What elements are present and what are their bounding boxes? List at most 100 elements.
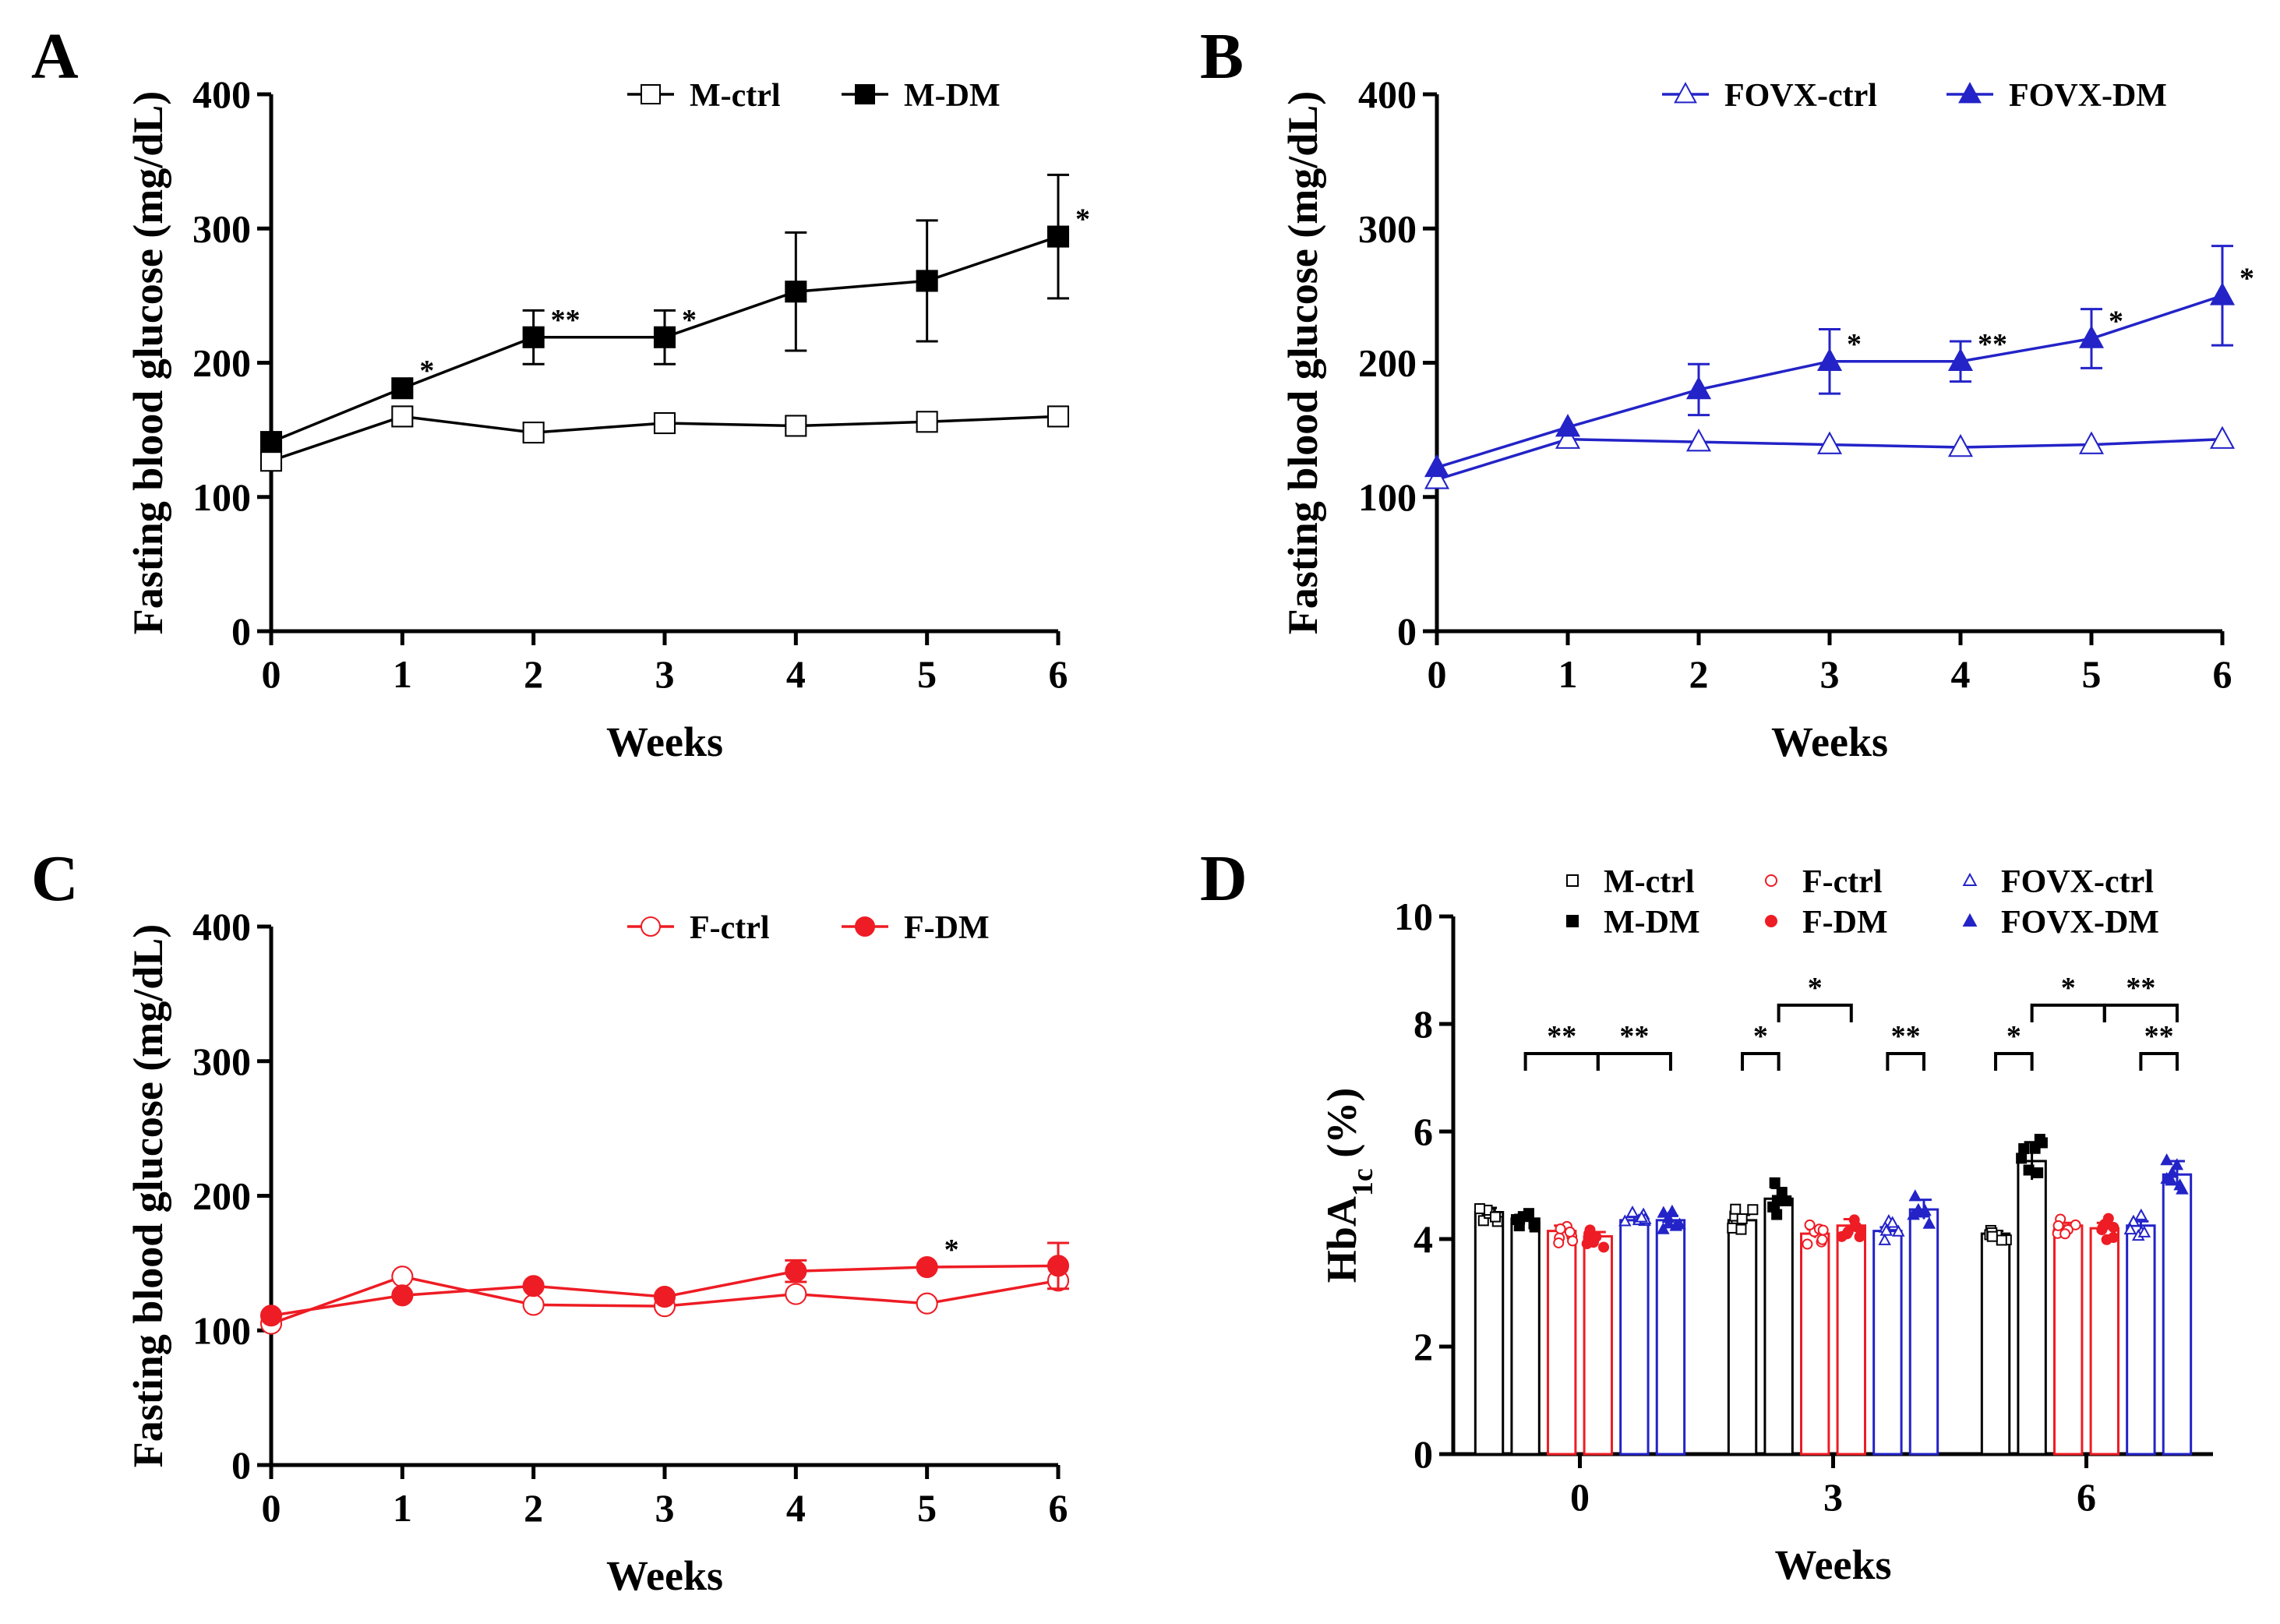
legend-marker [1566, 874, 1579, 887]
data-point [785, 1283, 807, 1305]
legend-label: FOVX-ctrl [2001, 864, 2154, 900]
significance-marker: * [2006, 1020, 2021, 1053]
legend-marker [1958, 82, 1982, 104]
scatter-point [1986, 1230, 1998, 1242]
y-tick-label: 200 [192, 1174, 251, 1218]
data-point [391, 377, 414, 400]
bar [1510, 1217, 1541, 1456]
bar [1763, 1197, 1794, 1456]
panel-letter-a: A [31, 20, 79, 93]
chart-panel-b: 0 100 200 300 400 0 1 2 3 4 5 6 Weeks Fasting blood g… [1279, 72, 2254, 765]
data-point [2078, 325, 2105, 348]
scatter-point [1769, 1177, 1781, 1188]
y-tick-label: 0 [231, 1443, 251, 1487]
scatter-point [1891, 1224, 1905, 1237]
data-point [2209, 282, 2236, 305]
legend-marker [855, 84, 875, 104]
scatter-point [2134, 1208, 2148, 1220]
scatter-point [2016, 1153, 2028, 1164]
significance-marker: * [1753, 1020, 1768, 1053]
data-point [1555, 425, 1581, 449]
significance-bracket: ** [2139, 1020, 2179, 1071]
bar [1908, 1208, 1939, 1456]
bar [1547, 1230, 1577, 1456]
x-tick-label: 4 [1951, 652, 1971, 696]
legend-item: M-ctrl [627, 78, 781, 114]
data-point [522, 422, 545, 444]
x-tick-label: 1 [1558, 652, 1578, 696]
data-point [1555, 414, 1581, 437]
x-tick-label: 2 [1689, 652, 1709, 696]
significance-marker: ** [1619, 1020, 1649, 1053]
bracket-line [2139, 1051, 2179, 1071]
y-tick-label: 100 [192, 1308, 251, 1352]
bracket-line [2102, 1003, 2179, 1022]
x-tick-label: 6 [1049, 1486, 1068, 1530]
scatter-point [2070, 1219, 2081, 1230]
data-point [391, 1266, 414, 1288]
legend-label: M-ctrl [690, 78, 781, 114]
data-point [1046, 225, 1070, 248]
legend-marker [1674, 82, 1697, 104]
panel-letter-b: B [1200, 20, 1244, 93]
scatter-point [2137, 1225, 2151, 1237]
scatter-point [1730, 1203, 1742, 1215]
significance-bracket: * [2030, 972, 2106, 1022]
scatter-point [1598, 1241, 1610, 1253]
legend-label: M-DM [904, 78, 1001, 114]
data-point [1046, 1255, 1070, 1277]
x-tick-label: 3 [655, 652, 675, 696]
bracket-line [1741, 1051, 1781, 1071]
legend-label: F-ctrl [690, 910, 770, 946]
series-FOVX-DM [1424, 245, 2236, 478]
scatter-point [2034, 1133, 2045, 1145]
x-tick-label: 0 [262, 1486, 281, 1530]
legend-marker [1962, 913, 1978, 927]
legend-label: M-ctrl [1604, 864, 1695, 900]
legend-item: FOVX-DM [1946, 78, 2167, 114]
chart-panel-c: 0 100 200 300 400 0 1 2 3 4 5 6 Weeks Fasting blood g… [125, 905, 1070, 1599]
x-tick-label: 5 [917, 652, 937, 696]
scatter-point [2032, 1167, 2044, 1179]
data-point [785, 1260, 807, 1283]
scatter-point [2108, 1231, 2119, 1243]
bar [1619, 1219, 1650, 1456]
scatter-point [1635, 1210, 1648, 1223]
scatter-point [2165, 1174, 2178, 1186]
data-point [916, 411, 938, 433]
legend-item: F-ctrl [627, 910, 770, 946]
data-point [1816, 431, 1843, 454]
significance-bracket: ** [1596, 1020, 1672, 1071]
legend-label: FOVX-DM [2009, 78, 2167, 114]
scatter-point [1767, 1201, 1779, 1213]
data-point [2209, 425, 2236, 449]
scatter-point [1657, 1222, 1670, 1234]
data-point [1424, 454, 1450, 478]
data-point [522, 1294, 545, 1316]
data-point [259, 450, 283, 472]
data-point [1046, 405, 1070, 428]
significance-marker: * [1808, 972, 1823, 1004]
data-point [259, 1304, 283, 1327]
scatter-point [2173, 1178, 2186, 1191]
x-axis-title: Weeks [606, 1552, 723, 1599]
data-point [916, 1292, 938, 1315]
significance-marker: ** [2144, 1020, 2174, 1053]
data-point [1685, 376, 1712, 400]
scatter-point [1553, 1237, 1565, 1248]
x-tick-label: 3 [1820, 652, 1840, 696]
scatter-point [1878, 1233, 1891, 1245]
scatter-point [1673, 1217, 1686, 1230]
scatter-point [1816, 1234, 1828, 1245]
data-point [391, 405, 414, 428]
scatter-point [1567, 1235, 1579, 1247]
series-M-ctrl [1474, 1203, 2012, 1456]
legend-item: M-DM [1566, 905, 1700, 941]
significance-bracket: * [1741, 1020, 1781, 1071]
x-tick-label: 0 [1428, 652, 1447, 696]
significance-marker: ** [551, 304, 581, 337]
legend-label: F-DM [904, 910, 990, 946]
bar [2162, 1173, 2193, 1456]
series-F-DM [259, 1241, 1070, 1327]
